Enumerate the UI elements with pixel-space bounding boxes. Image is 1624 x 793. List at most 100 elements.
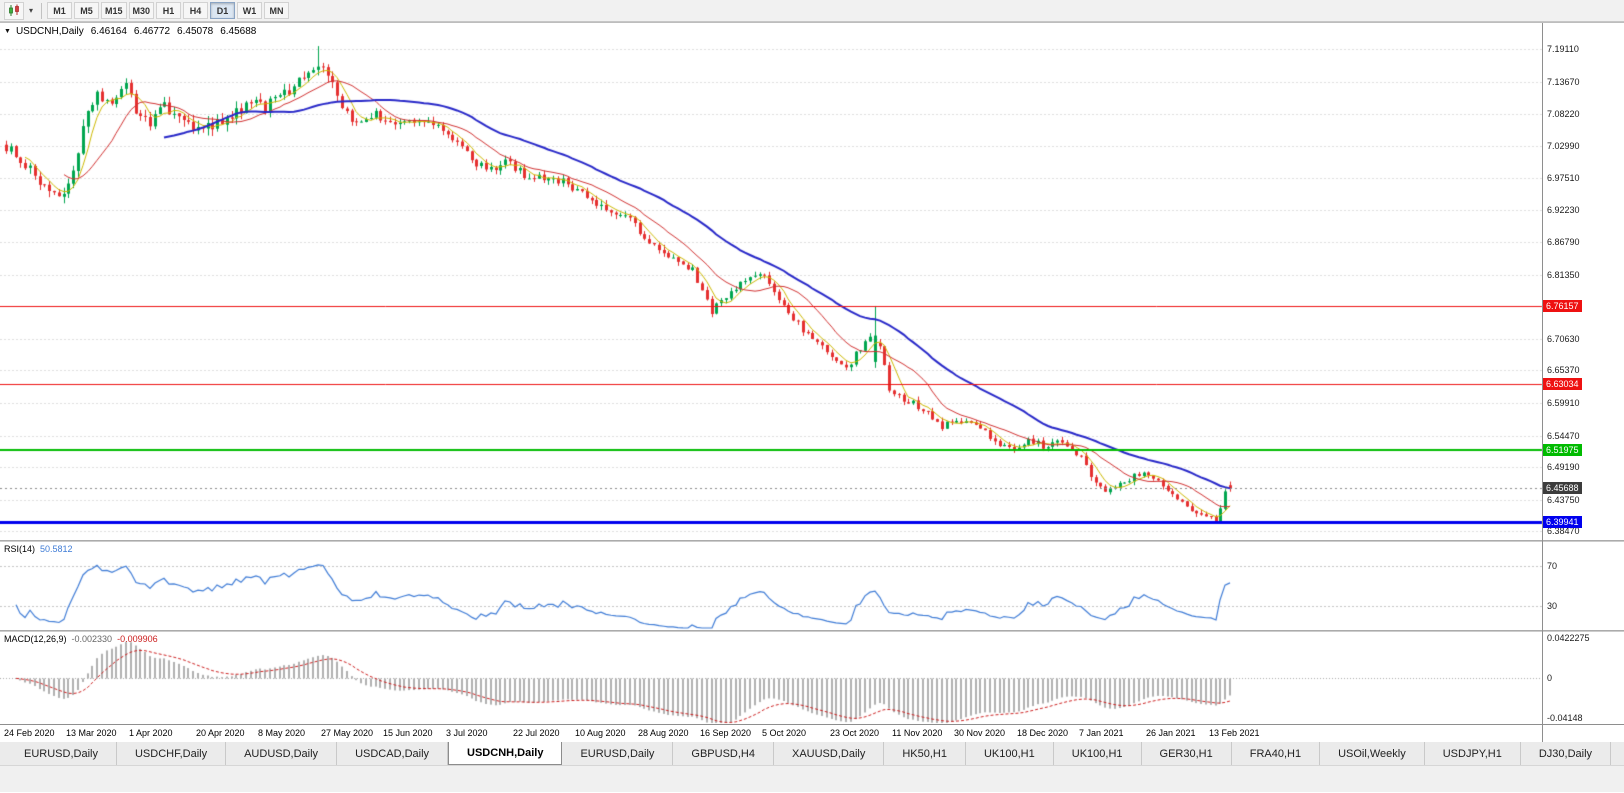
time-axis-label: 16 Sep 2020 <box>700 728 752 738</box>
time-axis-label: 22 Jul 2020 <box>513 728 560 738</box>
price-axis-label: 7.08220 <box>1547 109 1580 120</box>
macd-label: MACD(12,26,9) <box>4 634 67 644</box>
rsi-axis-label: 30 <box>1547 600 1558 611</box>
price-chart-canvas[interactable] <box>0 23 1624 540</box>
macd-main-value: -0.002330 <box>71 634 113 644</box>
rsi-label: RSI(14) <box>4 544 36 554</box>
macd-signal-value: -0.009906 <box>117 634 158 644</box>
macd-axis-label: -0.04148 <box>1547 713 1583 723</box>
candlestick-chart-icon[interactable] <box>4 1 24 20</box>
tab-gbpusd-h4[interactable]: GBPUSD,H4 <box>673 742 774 765</box>
panel-resize-handle-1[interactable] <box>0 540 1624 542</box>
timeframe-button-mn[interactable]: MN <box>264 2 290 19</box>
price-axis-label: 6.81350 <box>1547 269 1580 280</box>
price-axis-label: 7.19110 <box>1547 44 1579 55</box>
symbol-period-label: USDCNH,Daily <box>15 26 84 37</box>
tab-dj30-daily[interactable]: DJ30,Daily <box>1521 742 1612 765</box>
tab-uk100-h1[interactable]: UK100,H1 <box>1054 742 1142 765</box>
high-value: 6.46772 <box>133 26 171 37</box>
time-axis: 24 Feb 2020 13 Mar 2020 1 Apr 2020 20 Apr 2… <box>0 724 1624 742</box>
price-axis-label: 6.65370 <box>1547 365 1580 376</box>
chart-title: ▼ USDCNH,Daily 6.46164 6.46772 6.45078 6… <box>4 26 256 37</box>
price-chart-panel: ▼ USDCNH,Daily 6.46164 6.46772 6.45078 6… <box>0 23 1624 540</box>
low-value: 6.45078 <box>177 26 214 37</box>
tab-xauusd-daily[interactable]: XAUUSD,Daily <box>774 742 885 765</box>
resistance-line-2-price-badge: 6.63034 <box>1543 378 1582 391</box>
time-axis-label: 7 Jan 2021 <box>1079 728 1124 738</box>
macd-axis-label: 0 <box>1547 673 1553 684</box>
macd-header: MACD(12,26,9) -0.002330 -0.009906 <box>4 634 158 644</box>
macd-panel: MACD(12,26,9) -0.002330 -0.009906 0.042227… <box>0 632 1624 724</box>
timeframe-button-group: M1 M5 M15 M30 H1 H4 D1 W1 MN <box>46 2 290 19</box>
tab-hk50-h1[interactable]: HK50,H1 <box>884 742 966 765</box>
tab-china300-h1[interactable]: CHINA300,H1 <box>1611 742 1624 765</box>
price-axis-label: 6.59910 <box>1547 398 1580 409</box>
time-axis-label: 30 Nov 2020 <box>954 728 1006 738</box>
price-axis-border <box>1542 23 1543 742</box>
price-axis-label: 6.54470 <box>1547 430 1580 441</box>
time-axis-label: 28 Aug 2020 <box>638 728 689 738</box>
tab-usdchf-daily[interactable]: USDCHF,Daily <box>117 742 227 765</box>
price-axis-label: 6.49190 <box>1547 462 1580 473</box>
time-axis-label: 27 May 2020 <box>321 728 374 738</box>
macd-axis-label: 0.0422275 <box>1547 633 1590 643</box>
rsi-axis-label: 70 <box>1547 561 1558 572</box>
timeframe-button-m30[interactable]: M30 <box>128 2 155 19</box>
time-axis-label: 26 Jan 2021 <box>1146 728 1196 738</box>
chart-tabs-bar: EURUSD,Daily USDCHF,Daily AUDUSD,Daily USDC… <box>0 741 1624 765</box>
tab-audusd-daily[interactable]: AUDUSD,Daily <box>226 742 338 765</box>
chart-type-dropdown-icon[interactable]: ▾ <box>28 6 33 15</box>
timeframe-button-d1[interactable]: D1 <box>210 2 236 19</box>
bid-price-badge: 6.45688 <box>1543 482 1582 495</box>
close-value: 6.45688 <box>220 26 257 37</box>
tab-eurusd-daily[interactable]: EURUSD,Daily <box>6 742 117 765</box>
time-axis-label: 3 Jul 2020 <box>446 728 488 738</box>
rsi-panel: RSI(14) 50.5812 70 30 <box>0 542 1624 630</box>
collapse-icon[interactable]: ▼ <box>4 28 11 35</box>
time-axis-label: 18 Dec 2020 <box>1017 728 1069 738</box>
timeframe-button-m1[interactable]: M1 <box>47 2 72 19</box>
tab-uk100-h1[interactable]: UK100,H1 <box>966 742 1054 765</box>
time-axis-label: 13 Mar 2020 <box>66 728 117 738</box>
time-axis-label: 5 Oct 2020 <box>762 728 807 738</box>
price-axis-label: 6.43750 <box>1547 494 1580 505</box>
price-axis-label: 6.86790 <box>1547 237 1580 248</box>
rsi-header: RSI(14) 50.5812 <box>4 544 73 554</box>
time-axis-label: 24 Feb 2020 <box>4 728 55 738</box>
status-bar <box>0 765 1624 792</box>
toolbar: ▾ M1 M5 M15 M30 H1 H4 D1 W1 MN <box>0 0 1624 22</box>
time-axis-label: 13 Feb 2021 <box>1209 728 1260 738</box>
support-line-green-price-badge: 6.51975 <box>1543 444 1582 457</box>
macd-canvas[interactable] <box>0 632 1624 724</box>
chart-area: ▼ USDCNH,Daily 6.46164 6.46772 6.45078 6… <box>0 22 1624 742</box>
tab-ger30-h1[interactable]: GER30,H1 <box>1142 742 1232 765</box>
time-axis-label: 8 May 2020 <box>258 728 306 738</box>
tab-usdcad-daily[interactable]: USDCAD,Daily <box>337 742 449 765</box>
price-axis-label: 7.13670 <box>1547 76 1580 87</box>
panel-resize-handle-2[interactable] <box>0 630 1624 632</box>
time-axis-label: 1 Apr 2020 <box>129 728 173 738</box>
tab-fra40-h1[interactable]: FRA40,H1 <box>1232 742 1321 765</box>
timeframe-button-m5[interactable]: M5 <box>74 2 99 19</box>
candlestick-glyph <box>8 4 19 16</box>
price-axis-label: 6.92230 <box>1547 204 1580 215</box>
timeframe-button-m15[interactable]: M15 <box>101 2 127 19</box>
rsi-value: 50.5812 <box>40 544 73 554</box>
tab-eurusd-daily[interactable]: EURUSD,Daily <box>562 742 674 765</box>
resistance-line-1-price-badge: 6.76157 <box>1543 299 1582 312</box>
timeframe-button-h4[interactable]: H4 <box>183 2 209 19</box>
timeframe-button-h1[interactable]: H1 <box>156 2 182 19</box>
time-axis-label: 15 Jun 2020 <box>383 728 433 738</box>
rsi-canvas[interactable] <box>0 542 1624 630</box>
price-axis-label: 6.38470 <box>1547 526 1580 537</box>
support-line-blue-price-badge: 6.39941 <box>1543 516 1582 529</box>
toolbar-separator <box>41 2 42 19</box>
price-axis-label: 6.97510 <box>1547 173 1580 184</box>
tab-usoil-weekly[interactable]: USOil,Weekly <box>1320 742 1425 765</box>
tab-usdjpy-h1[interactable]: USDJPY,H1 <box>1425 742 1521 765</box>
time-axis-label: 20 Apr 2020 <box>196 728 245 738</box>
price-axis-label: 6.70630 <box>1547 333 1580 344</box>
timeframe-button-w1[interactable]: W1 <box>237 2 263 19</box>
tab-usdcnh-daily[interactable]: USDCNH,Daily <box>448 742 563 765</box>
